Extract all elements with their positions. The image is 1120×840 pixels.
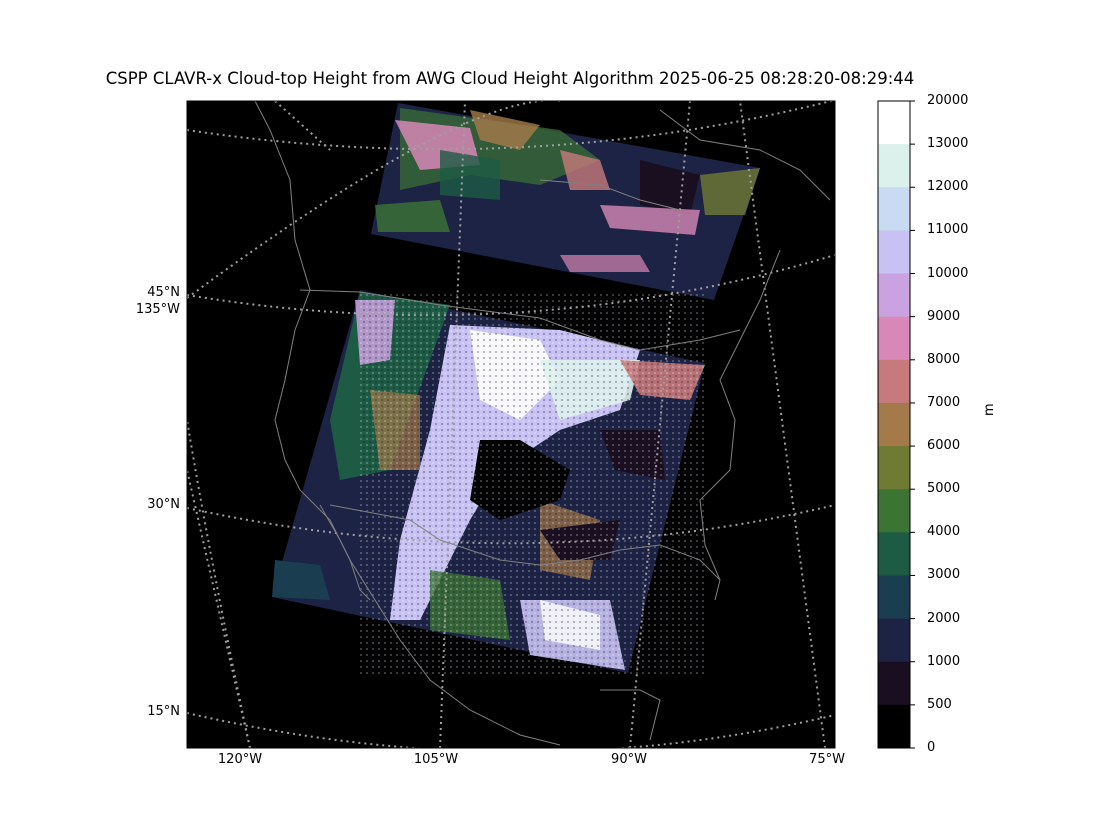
lon-label-90w: 90°W (611, 752, 647, 767)
colorbar-segment (878, 704, 910, 749)
lat-label-30n: 30°N (147, 497, 180, 512)
colorbar-segment (878, 489, 910, 533)
colorbar-tick-label: 7000 (927, 394, 961, 410)
lon-label-120w: 120°W (217, 752, 263, 767)
lat-label-15n: 15°N (147, 704, 180, 719)
graticule (187, 101, 835, 748)
colorbar-segment (878, 661, 910, 706)
colorbar-segment (878, 144, 910, 188)
colorbar-tick-label: 3000 (927, 567, 961, 583)
colorbar-tick-label: 2000 (927, 610, 961, 626)
lat-label-45n: 45°N (147, 285, 180, 300)
colorbar-tick-label: 500 (927, 696, 952, 712)
colorbar (877, 100, 915, 749)
lon-label-105w: 105°W (413, 752, 459, 767)
colorbar-tick-label: 1000 (927, 653, 961, 669)
map-title: CSPP CLAVR-x Cloud-top Height from AWG C… (105, 69, 915, 88)
northern-swath (371, 103, 760, 300)
colorbar-tick-label: 10000 (927, 265, 969, 281)
lon-label-135w: 135°W (135, 302, 180, 317)
colorbar-tick-label: 8000 (927, 351, 961, 367)
colorbar-tick-label: 0 (927, 740, 936, 755)
coastlines (254, 101, 831, 746)
colorbar-tick-label: 5000 (927, 481, 961, 497)
colorbar-segment (878, 101, 910, 145)
lon-label-75w: 75°W (809, 752, 845, 767)
colorbar-unit-label: m (982, 403, 997, 416)
colorbar-tick-label: 9000 (927, 308, 961, 324)
colorbar-tick-label: 6000 (927, 438, 961, 454)
colorbar-segment (878, 230, 910, 275)
colorbar-frame (877, 100, 911, 749)
colorbar-tick-label: 11000 (927, 222, 969, 238)
colorbar-segment (878, 187, 910, 231)
colorbar-segment (878, 359, 910, 404)
map-frame (186, 100, 836, 749)
colorbar-segment (878, 316, 910, 361)
colorbar-tick-label: 12000 (927, 179, 969, 195)
colorbar-segment (878, 273, 910, 318)
colorbar-tick-label: 20000 (927, 93, 969, 108)
colorbar-segment (878, 575, 910, 620)
colorbar-segment (878, 618, 910, 663)
colorbar-segment (878, 532, 910, 576)
colorbar-tick-label: 13000 (927, 136, 969, 152)
colorbar-segment (878, 446, 910, 490)
colorbar-segment (878, 402, 910, 447)
southern-swath (272, 290, 705, 675)
colorbar-tick-label: 4000 (927, 524, 961, 540)
